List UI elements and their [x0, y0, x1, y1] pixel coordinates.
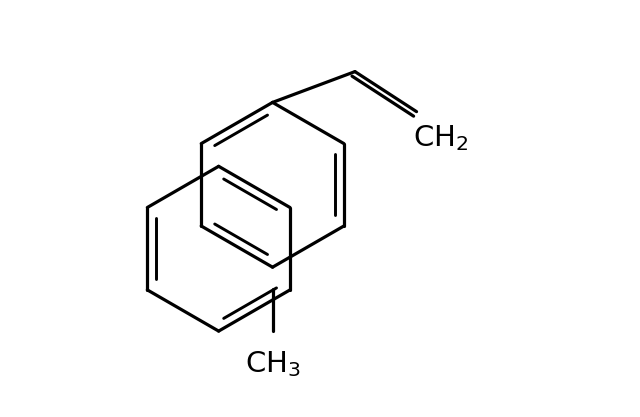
- Text: CH$_3$: CH$_3$: [244, 349, 300, 379]
- Text: CH$_2$: CH$_2$: [413, 124, 468, 153]
